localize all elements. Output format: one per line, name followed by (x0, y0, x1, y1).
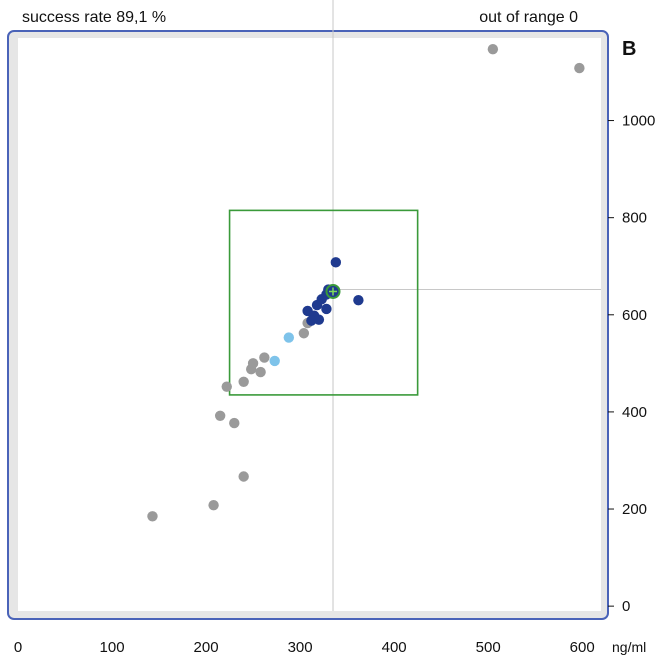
x-unit-label: ng/ml (612, 639, 646, 655)
x-tick-label: 100 (100, 639, 125, 656)
data-point (238, 376, 249, 387)
x-tick-label: 500 (476, 639, 501, 656)
x-tick-label: 0 (14, 639, 22, 656)
data-point (298, 328, 310, 339)
data-point (269, 355, 280, 367)
data-point (321, 303, 332, 315)
data-point (238, 471, 249, 482)
data-point (247, 358, 259, 369)
data-point (208, 499, 219, 511)
data-point (487, 43, 499, 55)
panel-letter: B (622, 38, 636, 60)
data-point (214, 410, 226, 421)
x-tick-label: 400 (382, 639, 407, 656)
y-tick-label: 200 (622, 501, 647, 518)
data-point (353, 295, 364, 306)
x-tick-label: 300 (288, 639, 313, 656)
target-box (228, 209, 419, 396)
y-tick-label: 800 (622, 210, 647, 227)
y-tick-label: 400 (622, 404, 647, 421)
x-tick-label: 200 (194, 639, 219, 656)
data-point (574, 62, 585, 74)
data-point (259, 352, 270, 363)
y-tick-label: 1000 (622, 113, 655, 130)
y-tick-label: 600 (622, 307, 647, 324)
data-point (221, 381, 232, 392)
y-tick-label: 0 (622, 598, 630, 615)
data-point (229, 417, 240, 429)
success-rate-label: success rate 89,1 % (22, 9, 166, 26)
data-point (313, 314, 325, 325)
data-point (147, 511, 158, 522)
x-tick-label: 600 (570, 639, 595, 656)
data-point (255, 366, 266, 378)
out-of-range-label: out of range 0 (479, 9, 578, 26)
data-point (283, 332, 295, 343)
data-point (330, 257, 342, 268)
